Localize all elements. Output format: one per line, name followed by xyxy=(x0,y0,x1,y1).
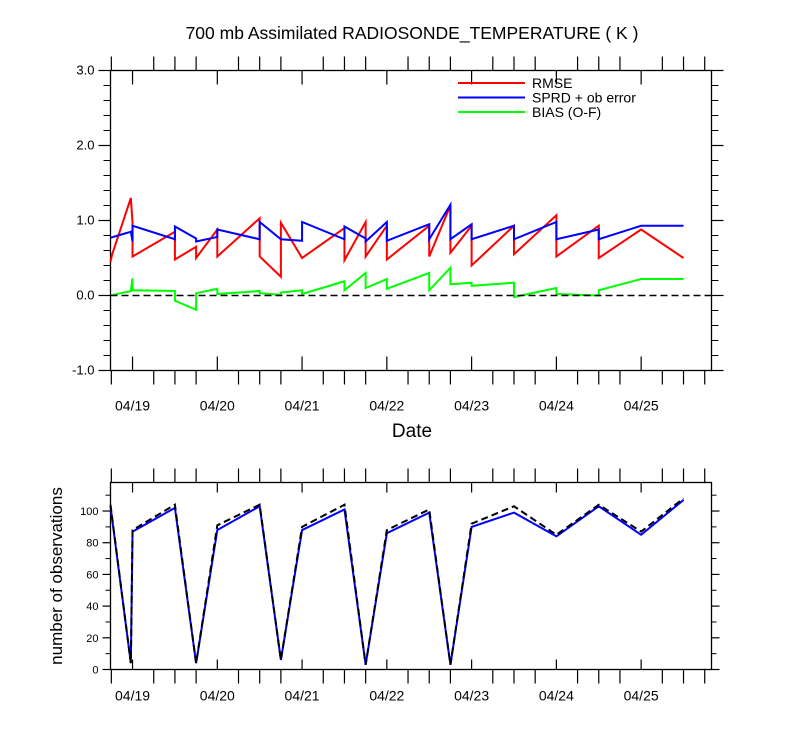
x-tick-label: 04/23 xyxy=(454,398,489,414)
top-y-tick-labels: -1.0 0.0 1.0 2.0 3.0 xyxy=(72,63,94,378)
x-tick-label: 04/22 xyxy=(369,688,404,704)
y-tick-label: -1.0 xyxy=(72,363,94,378)
y-tick-label: 20 xyxy=(86,633,98,645)
bottom-x-tick-labels: 04/19 04/20 04/21 04/22 04/23 04/24 04/25 xyxy=(115,688,659,704)
x-tick-label: 04/20 xyxy=(200,688,235,704)
y-tick-label: 60 xyxy=(86,569,98,581)
x-tick-label: 04/20 xyxy=(200,398,235,414)
top-panel: 700 mb Assimilated RADIOSONDE_TEMPERATUR… xyxy=(72,23,724,442)
series-bias-o-f xyxy=(110,265,684,312)
top-x-tick-labels: 04/19 04/20 04/21 04/22 04/23 04/24 04/25 xyxy=(115,398,659,414)
plot-frame-bottom xyxy=(109,481,713,671)
x-tick-label: 04/25 xyxy=(624,398,659,414)
x-tick-label: 04/24 xyxy=(539,398,574,414)
y-tick-label: 40 xyxy=(86,601,98,613)
bottom-axis-ticks xyxy=(102,468,720,684)
legend-label-rmse: RMSE xyxy=(532,75,572,91)
y-tick-label: 2.0 xyxy=(76,138,94,153)
y-tick-label: 0 xyxy=(92,665,98,677)
legend-label-bias-o-f: BIAS (O-F) xyxy=(532,104,601,120)
top-axis-ticks xyxy=(98,56,724,385)
y-tick-label: 80 xyxy=(86,538,98,550)
x-tick-label: 04/25 xyxy=(624,688,659,704)
y-tick-label: 100 xyxy=(80,506,98,518)
x-tick-label: 04/21 xyxy=(285,398,320,414)
series-sprd-ob-error xyxy=(110,201,684,244)
x-tick-label: 04/22 xyxy=(369,398,404,414)
x-tick-label: 04/19 xyxy=(115,688,150,704)
y-axis-label: number of observations xyxy=(47,487,66,665)
x-tick-label: 04/23 xyxy=(454,688,489,704)
x-tick-label: 04/19 xyxy=(115,398,150,414)
y-tick-label: 0.0 xyxy=(76,288,94,303)
y-tick-label: 3.0 xyxy=(76,63,94,78)
series-observations-possible xyxy=(109,497,685,665)
plot-frame-top xyxy=(109,69,713,372)
x-tick-label: 04/24 xyxy=(539,688,574,704)
bottom-y-tick-labels: 0 20 40 60 80 100 xyxy=(80,506,98,676)
series-rmse xyxy=(109,197,685,280)
top-series-group xyxy=(109,197,712,312)
y-tick-label: 1.0 xyxy=(76,213,94,228)
chart-title: 700 mb Assimilated RADIOSONDE_TEMPERATUR… xyxy=(186,23,639,44)
legend-label-sprd-ob-error: SPRD + ob error xyxy=(532,90,636,106)
bottom-series-group xyxy=(109,497,685,665)
x-tick-label: 04/21 xyxy=(285,688,320,704)
x-axis-label: Date xyxy=(392,421,432,442)
